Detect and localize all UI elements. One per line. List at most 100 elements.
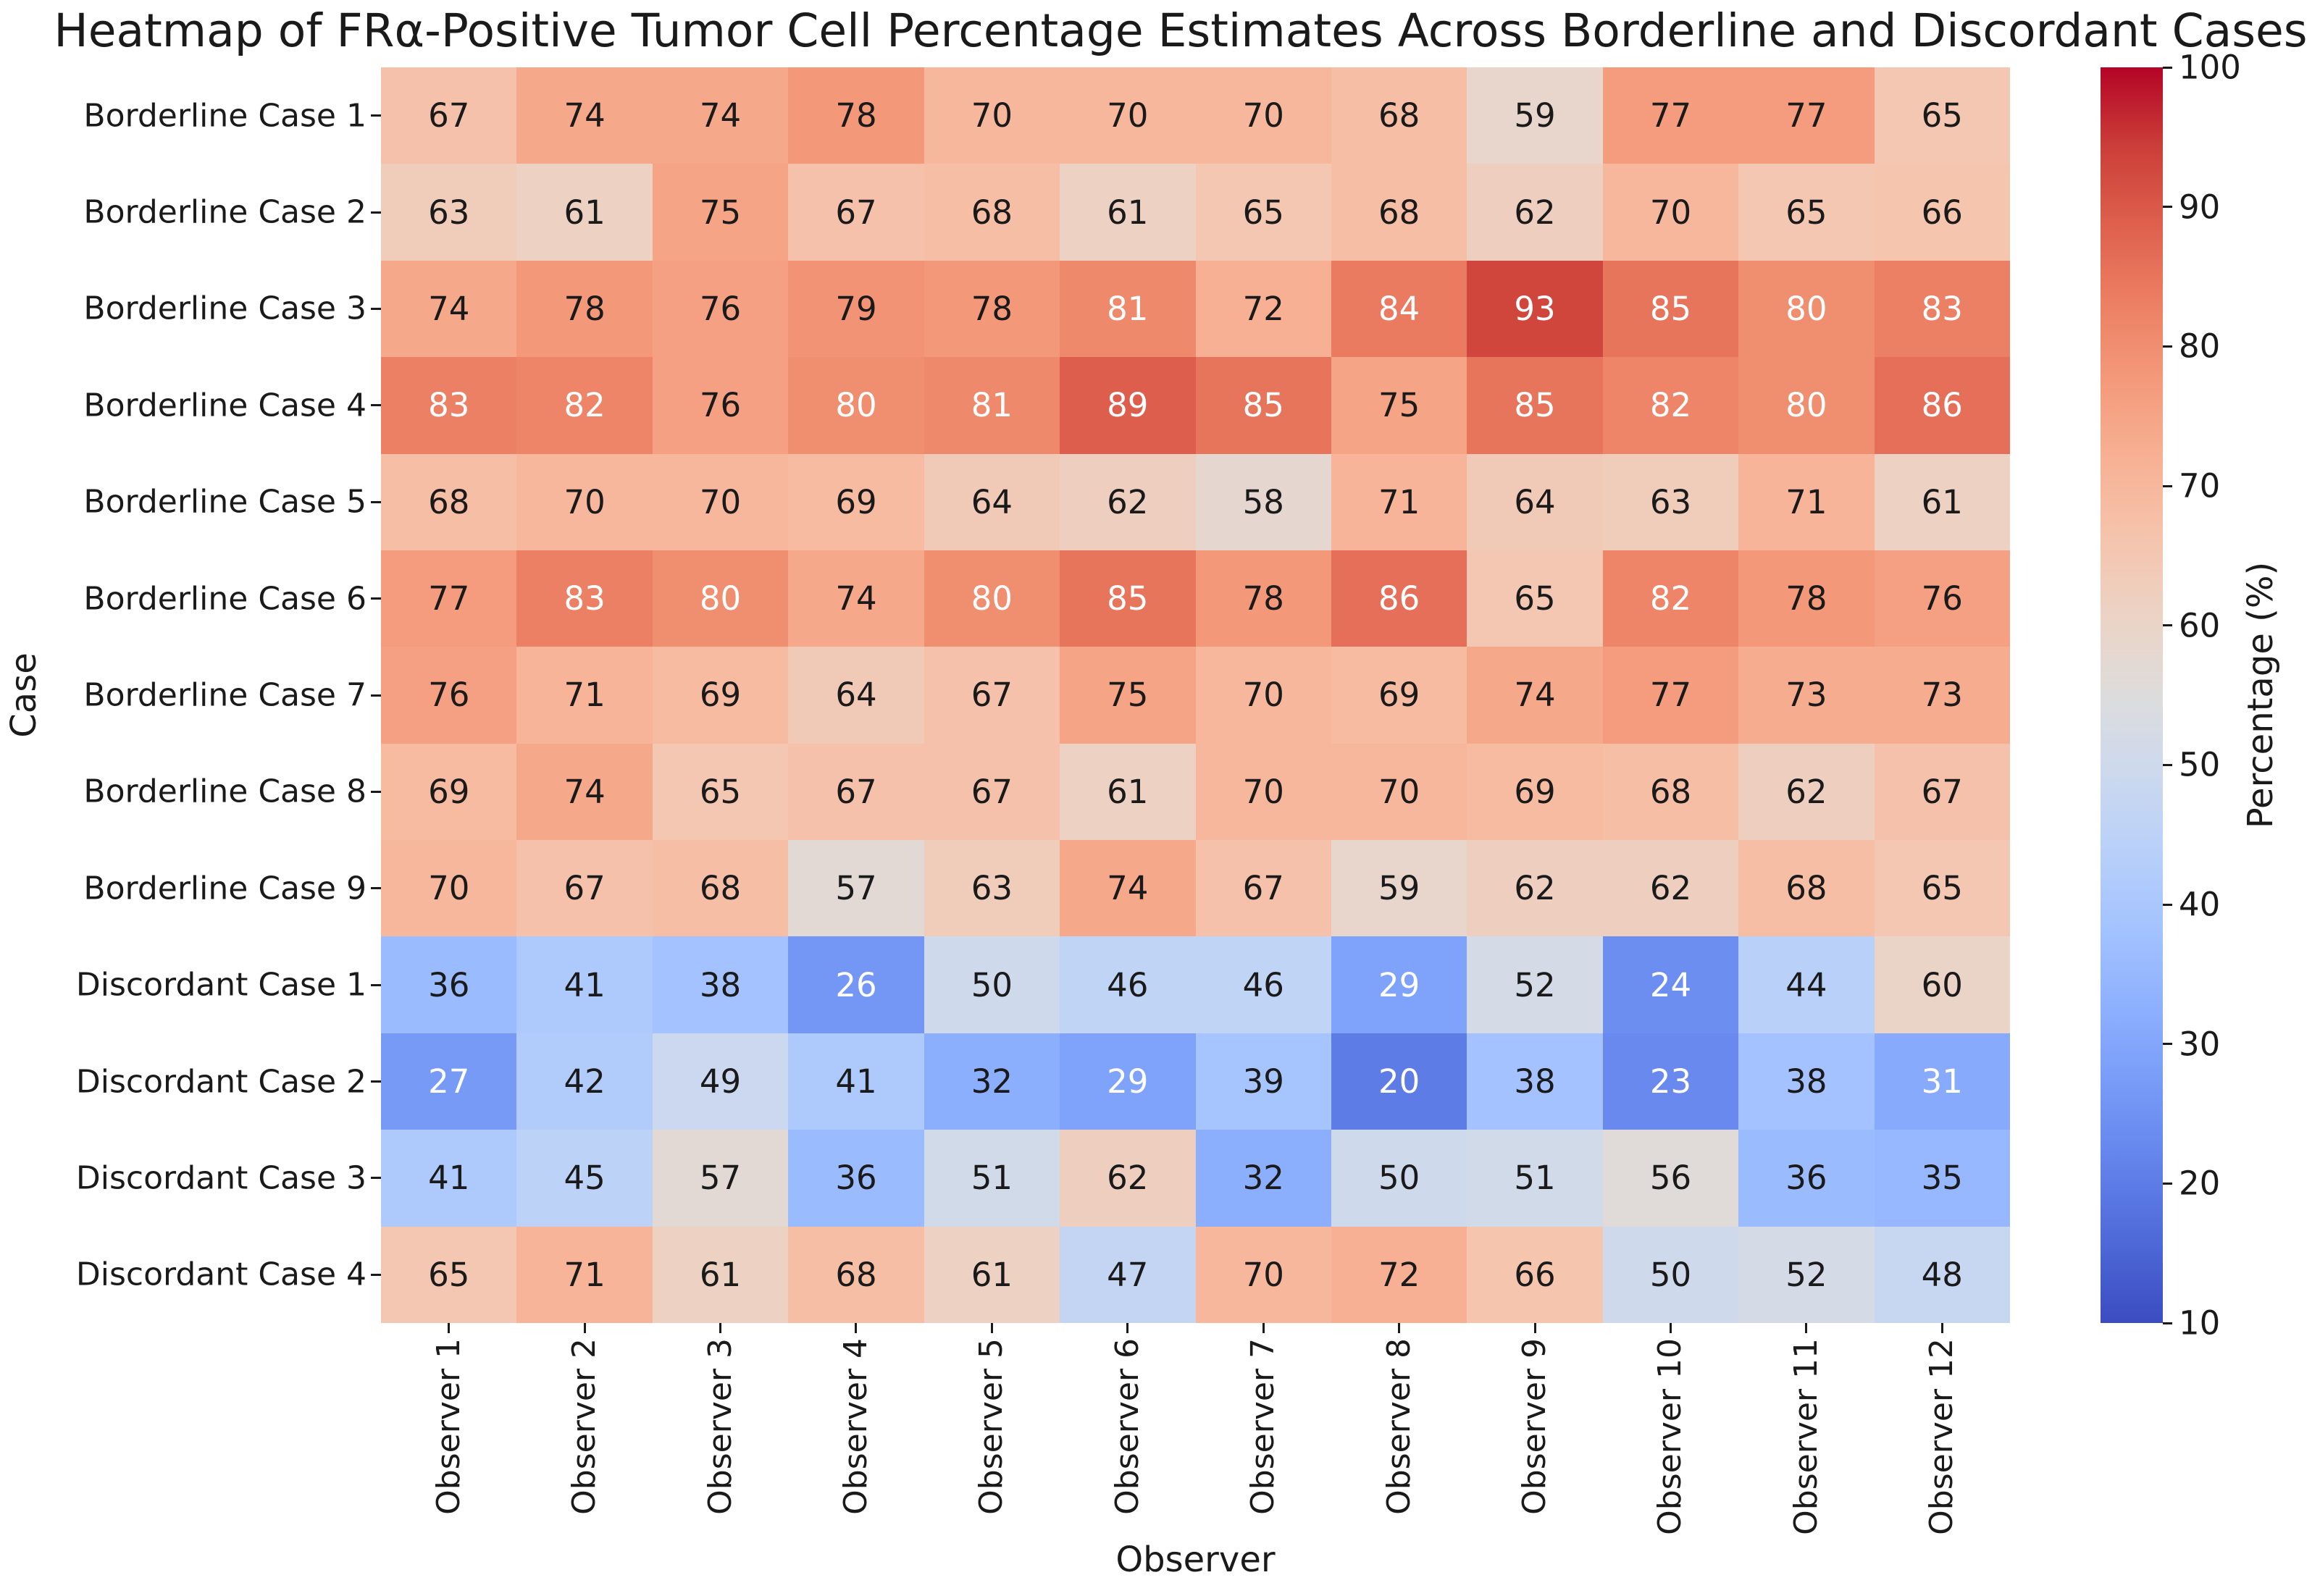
cell-value: 68 xyxy=(699,869,742,908)
cell-value: 61 xyxy=(1921,482,1963,521)
cell-value: 50 xyxy=(1378,1159,1420,1198)
heatmap-cell: 62 xyxy=(1060,1130,1196,1227)
cell-value: 36 xyxy=(428,965,470,1004)
heatmap-cell: 67 xyxy=(788,164,924,261)
cell-value: 65 xyxy=(1514,579,1556,618)
heatmap-cell: 82 xyxy=(1602,357,1739,454)
cell-value: 81 xyxy=(1107,289,1149,328)
cell-value: 29 xyxy=(1107,1062,1149,1101)
cell-value: 64 xyxy=(1514,482,1556,521)
heatmap-cell: 41 xyxy=(516,936,653,1033)
cell-value: 71 xyxy=(1785,482,1827,521)
colorbar-tick-label: 20 xyxy=(2179,1164,2221,1203)
row-label: Discordant Case 1 xyxy=(75,966,367,1004)
heatmap-cell: 60 xyxy=(1874,936,2010,1033)
colorbar-tick-label: 40 xyxy=(2179,885,2221,924)
col-label: Observer 11 xyxy=(1787,1338,1825,1535)
cell-value: 41 xyxy=(564,965,606,1004)
cell-value: 32 xyxy=(971,1062,1013,1101)
cell-value: 59 xyxy=(1514,96,1556,135)
heatmap-cell: 63 xyxy=(1602,453,1739,550)
cell-value: 36 xyxy=(835,1159,877,1198)
heatmap-cell: 75 xyxy=(1331,357,1467,454)
heatmap-cell: 69 xyxy=(1467,743,1603,841)
row-label: Borderline Case 2 xyxy=(83,193,367,231)
cell-value: 52 xyxy=(1514,965,1556,1004)
cell-value: 61 xyxy=(1107,193,1149,232)
cell-value: 66 xyxy=(1921,193,1963,232)
y-tick xyxy=(371,694,381,697)
cell-value: 83 xyxy=(428,386,470,425)
heatmap-cell: 69 xyxy=(1331,647,1467,744)
heatmap-cell: 58 xyxy=(1195,453,1331,550)
colorbar-tick-label: 100 xyxy=(2179,48,2241,87)
heatmap-cell: 73 xyxy=(1738,647,1875,744)
cell-value: 74 xyxy=(835,579,877,618)
cell-value: 59 xyxy=(1378,869,1420,908)
heatmap-cell: 83 xyxy=(381,357,517,454)
row-label: Borderline Case 6 xyxy=(83,580,367,618)
heatmap-cell: 67 xyxy=(516,840,653,937)
cell-value: 69 xyxy=(1378,676,1420,715)
heatmap-cell: 89 xyxy=(1060,357,1196,454)
cell-value: 68 xyxy=(1649,772,1692,811)
cell-value: 70 xyxy=(1242,676,1284,715)
heatmap-cell: 36 xyxy=(788,1130,924,1227)
heatmap-cell: 26 xyxy=(788,936,924,1033)
heatmap-cell: 45 xyxy=(516,1130,653,1227)
cell-value: 32 xyxy=(1242,1159,1284,1198)
row-label: Borderline Case 9 xyxy=(83,870,367,907)
y-axis-label: Case xyxy=(4,652,44,738)
cell-value: 78 xyxy=(835,96,877,135)
col-label: Observer 2 xyxy=(566,1338,603,1515)
heatmap-cell: 69 xyxy=(381,743,517,841)
x-tick xyxy=(1669,1323,1672,1333)
cell-value: 49 xyxy=(699,1062,742,1101)
heatmap-cell: 70 xyxy=(924,67,1060,164)
heatmap-cell: 61 xyxy=(1874,453,2010,550)
cell-value: 84 xyxy=(1378,289,1420,328)
cell-value: 38 xyxy=(1785,1062,1827,1101)
cell-value: 69 xyxy=(699,676,742,715)
col-label: Observer 9 xyxy=(1516,1338,1554,1515)
heatmap-cell: 51 xyxy=(1467,1130,1603,1227)
heatmap-cell: 70 xyxy=(381,840,517,937)
heatmap-cell: 75 xyxy=(652,164,789,261)
heatmap-cell: 38 xyxy=(1467,1033,1603,1130)
x-tick xyxy=(448,1323,451,1333)
heatmap-cell: 62 xyxy=(1060,453,1196,550)
cell-value: 77 xyxy=(428,579,470,618)
heatmap-cell: 81 xyxy=(1060,260,1196,358)
cell-value: 75 xyxy=(699,193,742,232)
cell-value: 86 xyxy=(1921,386,1963,425)
cell-value: 62 xyxy=(1107,1159,1149,1198)
cell-value: 85 xyxy=(1514,386,1556,425)
colorbar-tick-label: 60 xyxy=(2179,606,2221,645)
colorbar-tick-label: 90 xyxy=(2179,188,2221,227)
cell-value: 71 xyxy=(564,676,606,715)
heatmap-cell: 38 xyxy=(652,936,789,1033)
col-label: Observer 8 xyxy=(1380,1338,1417,1515)
cell-value: 73 xyxy=(1921,676,1963,715)
heatmap-cell: 72 xyxy=(1331,1226,1467,1323)
heatmap-cell: 64 xyxy=(788,647,924,744)
heatmap-cell: 93 xyxy=(1467,260,1603,358)
heatmap-cell: 85 xyxy=(1195,357,1331,454)
cell-value: 50 xyxy=(1649,1255,1692,1294)
col-label: Observer 12 xyxy=(1923,1338,1961,1535)
y-tick xyxy=(371,1273,381,1276)
cell-value: 36 xyxy=(1785,1159,1827,1198)
colorbar-tick xyxy=(2163,903,2172,906)
heatmap-cell: 70 xyxy=(1195,647,1331,744)
heatmap-cell: 46 xyxy=(1060,936,1196,1033)
cell-value: 78 xyxy=(971,289,1013,328)
x-tick xyxy=(990,1323,993,1333)
heatmap-cell: 57 xyxy=(652,1130,789,1227)
colorbar-tick-label: 10 xyxy=(2179,1303,2221,1343)
cell-value: 70 xyxy=(1107,96,1149,135)
cell-value: 71 xyxy=(564,1255,606,1294)
cell-value: 70 xyxy=(1242,772,1284,811)
cell-value: 41 xyxy=(428,1159,470,1198)
heatmap-cell: 49 xyxy=(652,1033,789,1130)
cell-value: 72 xyxy=(1242,289,1284,328)
